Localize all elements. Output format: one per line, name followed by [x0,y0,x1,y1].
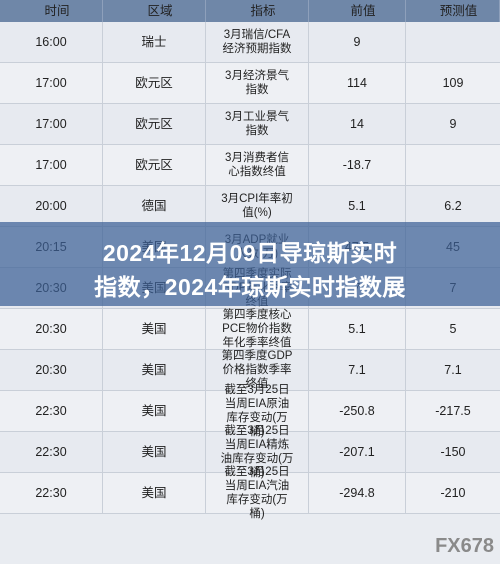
cell-indicator: 3月瑞信/CFA经济预期指数 [206,22,309,62]
cell-forecast: -210 [440,485,466,500]
cell-time: 22:30 [0,473,103,513]
cell-indicator: 第四季度GDP价格指数季率终值 [206,350,309,390]
cell-forecast: 109 [442,75,464,90]
cell-region: 欧元区 [103,145,206,185]
cell-time: 20:30 [0,350,103,390]
cell-previous: 9 [309,22,406,62]
cell-forecast: 7.1 [444,362,462,377]
cell-previous: 5.1 [309,186,406,226]
cell-region: 瑞士 [103,22,206,62]
cell-time: 20:30 [0,309,103,349]
title-banner: 2024年12月09日导琼斯实时 指数，2024年琼斯实时指数展 [0,222,500,306]
table-row: 20:30 美国 第四季度GDP价格指数季率终值 7.1 7.1 [0,350,500,391]
cell-indicator: 3月经济景气指数 [206,63,309,103]
header-time: 时间 [0,0,103,22]
cell-indicator: 截至3月25日当周EIA汽油库存变动(万桶) [206,466,309,520]
cell-time: 17:00 [0,104,103,144]
cell-region: 美国 [103,432,206,472]
cell-indicator: 3月工业景气指数 [206,104,309,144]
cell-region: 欧元区 [103,63,206,103]
table-row: 22:30美国截至3月25日当周EIA精炼油库存变动(万桶)-207.1 -150 [0,425,500,479]
header-forecast: 预测值 [406,0,500,22]
cell-indicator: 截至3月25日当周EIA原油库存变动(万桶) [206,384,309,438]
watermark: FX678 [435,535,494,557]
cell-forecast: 6.2 [444,198,462,213]
table-row: 22:30美国截至3月25日当周EIA汽油库存变动(万桶)-294.8 -210 [0,466,500,520]
table-row: 20:00 德国 3月CPI年率初值(%) 5.1 6.2 [0,186,500,227]
cell-indicator: 第四季度核心PCE物价指数年化季率终值 [206,309,309,349]
table-row: 16:00 瑞士 3月瑞信/CFA经济预期指数 9 [0,22,500,63]
table-row: 17:00 欧元区 3月工业景气指数 14 9 [0,104,500,145]
cell-time: 20:00 [0,186,103,226]
cell-time: 17:00 [0,145,103,185]
cell-region: 美国 [103,391,206,431]
cell-forecast [406,22,500,62]
cell-region: 美国 [103,350,206,390]
table-row: 17:00 欧元区 3月经济景气指数 114 109 [0,63,500,104]
table-row: 22:30美国截至3月25日当周EIA原油库存变动(万桶)-250.8 -217.… [0,384,500,438]
cell-previous: 7.1 [309,350,406,390]
cell-region: 美国 [103,473,206,513]
header-region: 区域 [103,0,206,22]
cell-previous: -294.8 [309,473,406,513]
cell-forecast: 9 [449,116,457,131]
cell-indicator: 3月消费者信心指数终值 [206,145,309,185]
cell-previous: -250.8 [309,391,406,431]
cell-region: 欧元区 [103,104,206,144]
cell-previous: 14 [309,104,406,144]
cell-previous: -18.7 [309,145,406,185]
cell-time: 22:30 [0,432,103,472]
cell-time: 22:30 [0,391,103,431]
banner-title-line-1: 2024年12月09日导琼斯实时 [102,240,398,266]
cell-previous: 114 [309,63,406,103]
cell-forecast: 5 [449,321,457,336]
table-header: 时间 区域 指标 前值 预测值 [0,0,500,22]
cell-region: 美国 [103,309,206,349]
cell-previous: 5.1 [309,309,406,349]
table-row: 17:00 欧元区 3月消费者信心指数终值 -18.7 [0,145,500,186]
cell-time: 16:00 [0,22,103,62]
header-previous: 前值 [309,0,406,22]
table-row: 20:30 美国 第四季度核心PCE物价指数年化季率终值 5.1 5 [0,309,500,350]
cell-indicator: 3月CPI年率初值(%) [206,186,309,226]
cell-time: 17:00 [0,63,103,103]
cell-indicator: 截至3月25日当周EIA精炼油库存变动(万桶) [206,425,309,479]
cell-forecast: -150 [440,444,466,459]
cell-previous: -207.1 [309,432,406,472]
header-indicator: 指标 [206,0,309,22]
cell-forecast [406,145,500,185]
cell-forecast: -217.5 [435,403,471,418]
cell-region: 德国 [103,186,206,226]
banner-title-line-2: 指数，2024年琼斯实时指数展 [94,274,406,300]
